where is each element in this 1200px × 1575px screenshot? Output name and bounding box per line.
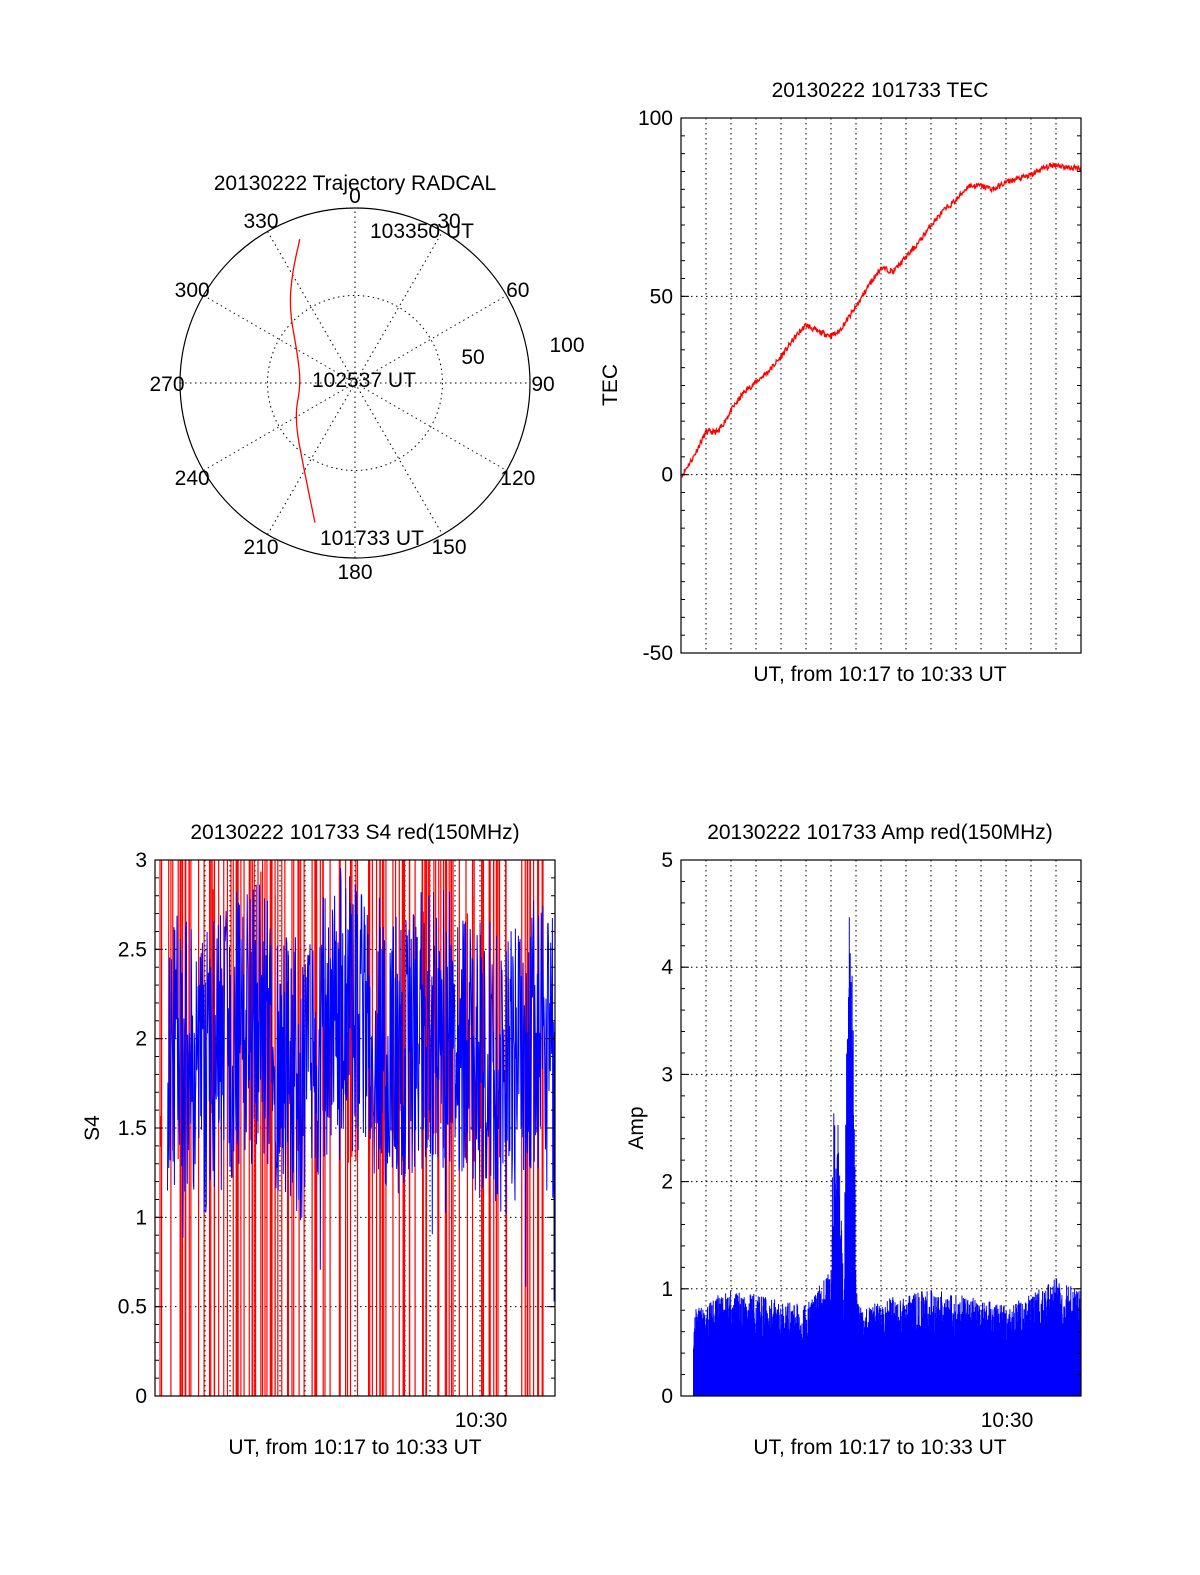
polar-annotation-start: 101733 UT (320, 527, 424, 550)
y-tick-label: 0 (661, 1385, 673, 1408)
y-tick-label: 3 (135, 849, 147, 872)
y-tick-label: -50 (643, 642, 673, 665)
amp-blue-series (693, 917, 1081, 1396)
s4-xlabel: UT, from 10:17 to 10:33 UT (228, 1436, 481, 1459)
polar-angle-label: 270 (149, 373, 184, 396)
s4-panel: 20130222 101733 S4 red(150MHz) 0 0.5 1 1.5 2… (81, 821, 556, 1459)
tec-panel: 20130222 101733 TEC -50 0 50 100 UT, from 1… (599, 79, 1082, 686)
amp-ylabel: Amp (625, 1106, 648, 1149)
y-tick-label: 0.5 (118, 1296, 147, 1319)
amp-grid (681, 860, 1081, 1396)
polar-trajectory-line (289, 239, 316, 523)
tec-xlabel: UT, from 10:17 to 10:33 UT (753, 663, 1006, 686)
y-tick-label: 1 (661, 1278, 673, 1301)
s4-title: 20130222 101733 S4 red(150MHz) (190, 821, 519, 844)
polar-angle-label: 150 (431, 536, 466, 559)
polar-angle-label: 120 (500, 467, 535, 490)
amp-title: 20130222 101733 Amp red(150MHz) (707, 821, 1053, 844)
y-tick-label: 0 (661, 464, 673, 487)
s4-xtick-1030: 10:30 (455, 1409, 508, 1432)
polar-panel: 20130222 Trajectory RADCAL 0 30 60 90 120 150… (149, 172, 584, 584)
tec-series-line (681, 161, 1082, 478)
y-tick-label: 50 (650, 285, 673, 308)
polar-radius-label-100: 100 (549, 334, 584, 357)
y-tick-label: 4 (661, 956, 673, 979)
tec-ylabel: TEC (599, 364, 622, 406)
amp-xlabel: UT, from 10:17 to 10:33 UT (753, 1436, 1006, 1459)
y-tick-label: 2.5 (118, 938, 147, 961)
y-tick-label: 100 (638, 107, 673, 130)
polar-angle-label: 0 (349, 185, 361, 208)
amp-panel: 20130222 101733 Amp red(150MHz) 0 1 2 3 4 5 1… (625, 821, 1082, 1459)
y-tick-label: 1.5 (118, 1117, 147, 1140)
polar-angle-labels: 0 30 60 90 120 150 180 210 240 270 300 330 (149, 185, 554, 584)
polar-annotation-end: 103350 UT (370, 220, 474, 243)
polar-radius-label-50: 50 (461, 346, 484, 369)
polar-angle-label: 240 (175, 467, 210, 490)
polar-title: 20130222 Trajectory RADCAL (214, 172, 497, 195)
tec-grid (681, 118, 1081, 653)
y-tick-label: 5 (661, 849, 673, 872)
tec-y-ticks: -50 0 50 100 (638, 107, 1081, 665)
polar-angle-label: 30 (437, 210, 460, 233)
amp-y-ticks: 0 1 2 3 4 5 (661, 849, 1081, 1408)
polar-angle-label: 330 (243, 210, 278, 233)
polar-grid-circle (267, 295, 443, 471)
polar-angle-label: 60 (506, 279, 529, 302)
y-tick-label: 2 (135, 1028, 147, 1051)
s4-y-ticks: 0 0.5 1 1.5 2 2.5 3 (118, 849, 555, 1408)
polar-angle-label: 300 (175, 279, 210, 302)
s4-blue-series (167, 867, 555, 1302)
y-tick-label: 0 (135, 1385, 147, 1408)
polar-angle-label: 210 (243, 536, 278, 559)
polar-angle-label: 90 (531, 373, 554, 396)
amp-plot-frame (680, 859, 1082, 1397)
s4-ylabel: S4 (81, 1115, 104, 1141)
tec-title: 20130222 101733 TEC (772, 79, 989, 102)
y-tick-label: 1 (135, 1206, 147, 1229)
polar-outer-circle (179, 207, 531, 559)
polar-annotation-mid: 102537 UT (312, 369, 416, 392)
polar-grid (180, 208, 530, 558)
polar-grid-spoke (267, 231, 443, 535)
y-tick-label: 3 (661, 1063, 673, 1086)
amp-xtick-1030: 10:30 (981, 1409, 1034, 1432)
polar-angle-label: 180 (337, 561, 372, 584)
y-tick-label: 2 (661, 1171, 673, 1194)
